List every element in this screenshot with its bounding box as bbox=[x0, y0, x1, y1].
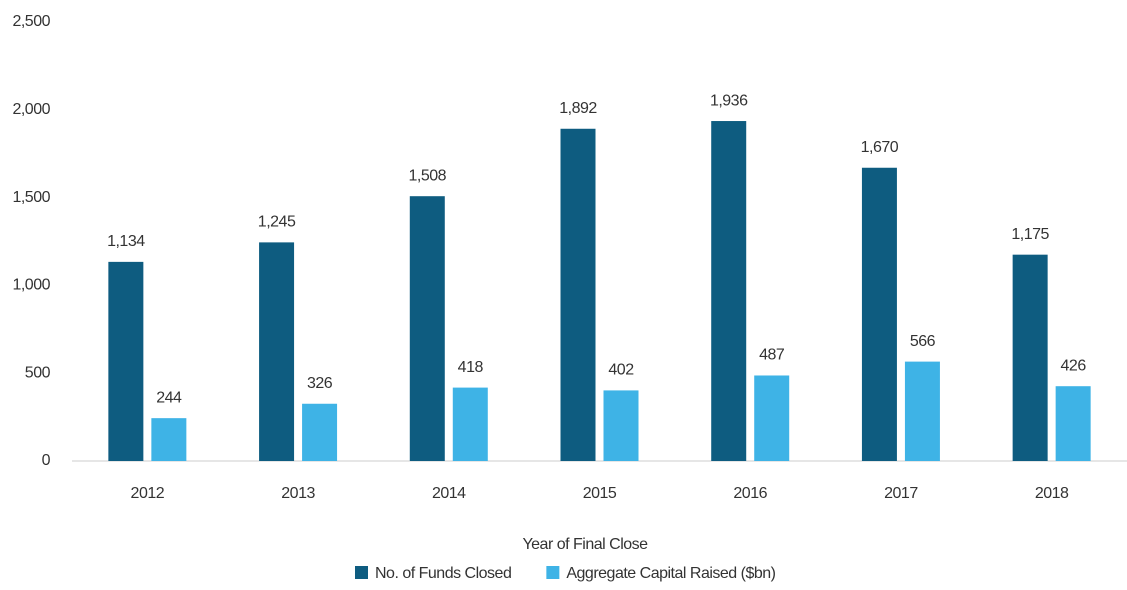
bar bbox=[259, 242, 295, 461]
data-label: 426 bbox=[1061, 357, 1087, 374]
bar bbox=[861, 167, 897, 462]
data-label: 326 bbox=[307, 375, 333, 392]
bar bbox=[452, 387, 488, 461]
x-tick-label: 2018 bbox=[1035, 485, 1069, 502]
x-tick-label: 2016 bbox=[733, 485, 767, 502]
bar bbox=[1055, 386, 1091, 461]
data-label: 1,134 bbox=[107, 233, 145, 250]
y-tick-label: 2,000 bbox=[12, 101, 50, 118]
bar bbox=[151, 418, 187, 461]
legend-swatch bbox=[546, 566, 560, 579]
data-label: 244 bbox=[156, 389, 182, 406]
bar bbox=[711, 121, 747, 462]
data-label: 566 bbox=[910, 333, 936, 350]
data-label: 418 bbox=[458, 359, 484, 376]
bar bbox=[409, 196, 445, 462]
x-tick-label: 2017 bbox=[884, 485, 918, 502]
data-label: 487 bbox=[759, 347, 785, 364]
legend-label: Aggregate Capital Raised ($bn) bbox=[566, 565, 775, 582]
data-label: 1,892 bbox=[559, 100, 597, 117]
data-label: 1,175 bbox=[1011, 226, 1049, 243]
x-tick-label: 2014 bbox=[432, 485, 466, 502]
y-tick-label: 1,500 bbox=[12, 189, 50, 206]
bar bbox=[1012, 254, 1048, 461]
y-tick-label: 2,500 bbox=[12, 13, 50, 30]
data-label: 1,508 bbox=[409, 167, 447, 184]
x-tick-label: 2013 bbox=[281, 485, 315, 502]
data-label: 1,245 bbox=[258, 214, 296, 231]
y-tick-label: 0 bbox=[42, 452, 51, 469]
bar bbox=[904, 361, 940, 461]
data-label: 1,936 bbox=[710, 92, 748, 109]
y-tick-label: 500 bbox=[25, 364, 51, 381]
bar bbox=[603, 390, 639, 461]
legend-label: No. of Funds Closed bbox=[375, 565, 511, 582]
x-tick-label: 2012 bbox=[131, 485, 165, 502]
bar bbox=[302, 403, 338, 461]
bar bbox=[108, 261, 144, 461]
bar bbox=[560, 128, 596, 461]
x-axis-label: Year of Final Close bbox=[522, 536, 648, 553]
bar bbox=[754, 375, 790, 461]
data-label: 402 bbox=[608, 362, 634, 379]
data-label: 1,670 bbox=[861, 139, 899, 156]
legend-swatch bbox=[355, 566, 368, 579]
x-tick-label: 2015 bbox=[583, 485, 617, 502]
y-tick-label: 1,000 bbox=[12, 277, 50, 294]
